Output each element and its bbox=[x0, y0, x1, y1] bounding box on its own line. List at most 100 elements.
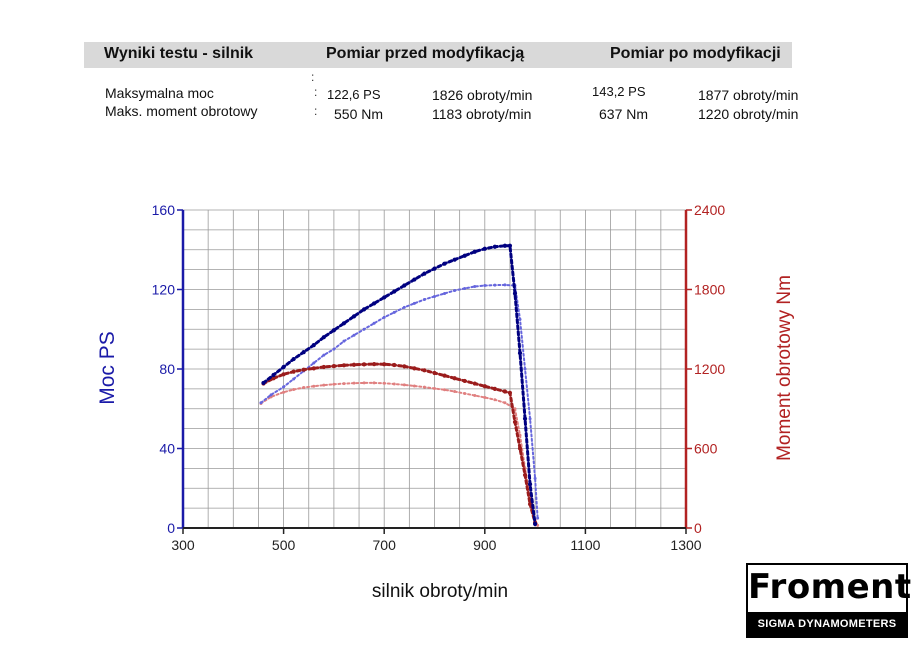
data-point bbox=[502, 389, 508, 394]
data-point bbox=[312, 384, 316, 388]
data-point bbox=[351, 362, 357, 367]
before-max-torque-rpm: 1183 obroty/min bbox=[432, 106, 532, 122]
data-point bbox=[351, 314, 357, 319]
data-point bbox=[473, 394, 477, 397]
data-point bbox=[332, 382, 336, 386]
data-point bbox=[432, 370, 437, 376]
row-label-max-torque: Maks. moment obrotowy bbox=[105, 103, 258, 119]
data-point bbox=[352, 381, 356, 385]
data-point bbox=[472, 249, 477, 254]
y-tick-label-right: 2400 bbox=[694, 202, 725, 218]
series-power-before bbox=[259, 283, 540, 520]
data-point bbox=[493, 283, 497, 287]
series-line bbox=[259, 283, 539, 520]
data-point bbox=[473, 285, 477, 289]
data-point bbox=[281, 364, 286, 370]
data-point bbox=[412, 366, 417, 371]
data-point bbox=[442, 261, 447, 266]
series-line bbox=[259, 381, 539, 527]
data-point bbox=[493, 398, 497, 402]
data-point bbox=[452, 376, 457, 381]
data-point bbox=[432, 266, 437, 271]
y-tick-label-right: 1200 bbox=[694, 361, 725, 377]
y-tick-label-right: 0 bbox=[694, 520, 702, 536]
x-tick-label: 1100 bbox=[570, 537, 600, 553]
y-tick-label-left: 80 bbox=[159, 361, 175, 377]
data-point bbox=[402, 305, 406, 309]
x-tick-label: 500 bbox=[272, 537, 296, 553]
data-point bbox=[527, 502, 533, 507]
data-point bbox=[503, 283, 507, 287]
data-point bbox=[331, 328, 336, 333]
data-point bbox=[392, 310, 396, 314]
data-point bbox=[282, 385, 286, 389]
data-point bbox=[321, 364, 326, 370]
data-point bbox=[422, 271, 427, 276]
data-point bbox=[342, 339, 346, 343]
data-point bbox=[502, 243, 508, 248]
data-point bbox=[259, 401, 263, 405]
before-max-torque: 550 Nm bbox=[334, 106, 384, 122]
data-point bbox=[518, 317, 522, 321]
after-max-torque-rpm: 1220 obroty/min bbox=[698, 106, 799, 122]
before-max-power-rpm: 1826 obroty/min bbox=[432, 87, 533, 103]
data-point bbox=[528, 417, 532, 421]
data-point bbox=[492, 244, 497, 249]
data-point bbox=[352, 333, 356, 337]
header-test-results: Wyniki testu - silnik bbox=[104, 45, 254, 62]
data-point bbox=[302, 386, 306, 390]
y-tick-label-right: 600 bbox=[694, 441, 718, 457]
data-point bbox=[422, 368, 427, 373]
results-header-bar bbox=[84, 42, 792, 68]
data-point bbox=[422, 297, 426, 301]
data-point bbox=[372, 381, 376, 385]
y-axis-label-right: Moment obrotowy Nm bbox=[774, 275, 795, 461]
data-point bbox=[433, 386, 436, 390]
data-point bbox=[392, 289, 397, 294]
data-point bbox=[492, 386, 497, 391]
data-point bbox=[332, 347, 336, 351]
data-point bbox=[522, 472, 528, 478]
data-point bbox=[301, 367, 306, 372]
separator-colon: : bbox=[314, 104, 318, 118]
data-point bbox=[382, 381, 386, 385]
data-point bbox=[311, 366, 316, 371]
data-point bbox=[291, 369, 296, 374]
data-point bbox=[402, 283, 407, 288]
data-point bbox=[292, 388, 296, 392]
data-point bbox=[412, 277, 417, 282]
data-point bbox=[527, 482, 533, 487]
data-point bbox=[443, 388, 447, 392]
before-max-power: 122,6 PS bbox=[327, 87, 381, 102]
data-point bbox=[512, 291, 518, 296]
data-point bbox=[372, 301, 377, 306]
after-max-torque: 637 Nm bbox=[599, 106, 649, 122]
data-point bbox=[443, 291, 447, 295]
data-point bbox=[533, 521, 538, 527]
data-point bbox=[452, 257, 457, 262]
data-point bbox=[261, 380, 266, 386]
y-tick-label-left: 120 bbox=[152, 282, 176, 298]
series-torque-after bbox=[261, 361, 538, 525]
y-tick-label-left: 160 bbox=[152, 202, 176, 218]
data-point bbox=[301, 350, 306, 355]
series-torque-before bbox=[259, 381, 540, 527]
logo-name: Froment bbox=[748, 567, 912, 607]
data-point bbox=[472, 381, 477, 386]
data-point bbox=[533, 476, 537, 480]
data-point bbox=[372, 321, 376, 325]
data-point bbox=[342, 382, 346, 386]
data-point bbox=[463, 287, 467, 291]
data-point bbox=[312, 361, 316, 365]
data-point bbox=[402, 364, 407, 369]
data-point bbox=[536, 516, 540, 520]
data-point bbox=[311, 343, 316, 348]
data-point bbox=[331, 363, 336, 369]
y-tick-label-left: 0 bbox=[167, 520, 175, 536]
data-point bbox=[341, 363, 347, 368]
data-point bbox=[422, 385, 426, 389]
data-point bbox=[322, 353, 326, 357]
data-point bbox=[271, 376, 276, 381]
data-point bbox=[282, 390, 286, 394]
